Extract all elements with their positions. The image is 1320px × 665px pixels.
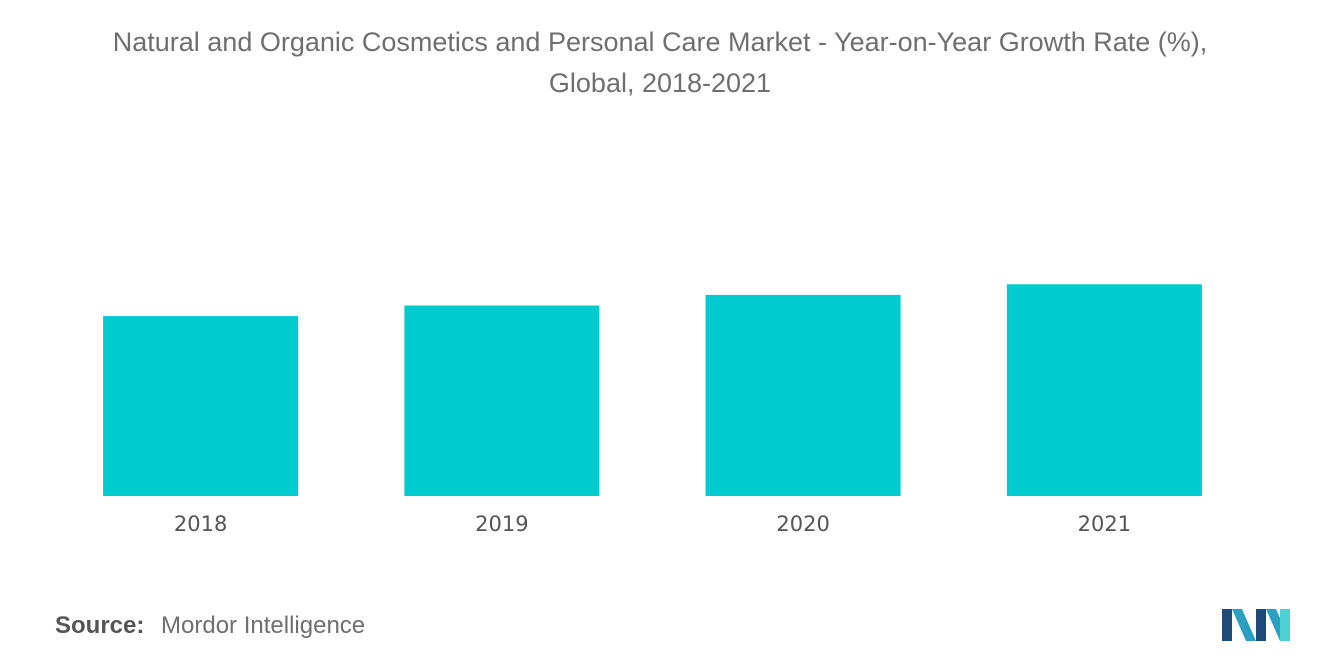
logo-shape (1232, 609, 1256, 641)
chart-title-line-1: Natural and Organic Cosmetics and Person… (112, 27, 1208, 57)
mordor-intelligence-logo-icon (1222, 609, 1290, 641)
source-value: Mordor Intelligence (161, 612, 366, 639)
chart-title: Natural and Organic Cosmetics and Person… (0, 22, 1320, 104)
x-tick-label-2021: 2021 (1078, 512, 1131, 536)
logo-shape (1280, 609, 1290, 641)
bar-2019 (404, 305, 600, 496)
x-tick-label-2018: 2018 (174, 512, 227, 536)
x-tick-label-2020: 2020 (776, 512, 829, 536)
x-tick-label-2019: 2019 (475, 512, 528, 536)
bar-2018 (103, 316, 299, 496)
source-note: Source: Mordor Intelligence (55, 612, 365, 640)
source-label: Source: (55, 612, 145, 639)
logo-shape (1222, 609, 1232, 641)
logo-shape (1256, 609, 1266, 641)
bars-group (103, 284, 1202, 496)
bar-2021 (1006, 284, 1202, 496)
x-tick-labels: 2018 2019 2020 2021 (174, 512, 1131, 536)
bar-2020 (705, 294, 901, 496)
chart-title-line-2: Global, 2018-2021 (548, 68, 772, 98)
